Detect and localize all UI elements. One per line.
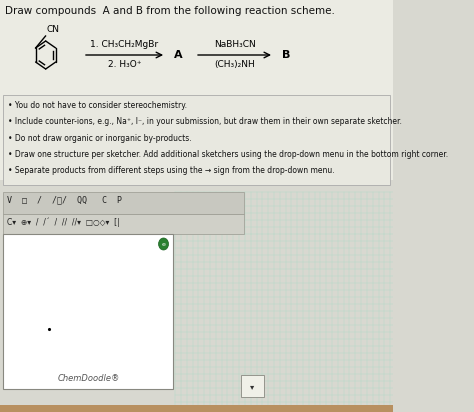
Text: A: A	[174, 50, 183, 60]
Text: 1. CH₃CH₂MgBr: 1. CH₃CH₂MgBr	[91, 40, 159, 49]
Bar	[3, 214, 244, 234]
Text: CN: CN	[46, 25, 59, 34]
Bar	[3, 192, 244, 214]
Bar	[0, 190, 393, 412]
Text: • Include counter-ions, e.g., Na⁺, I⁻, in your submission, but draw them in thei: • Include counter-ions, e.g., Na⁺, I⁻, i…	[9, 117, 402, 126]
Text: ChemDoodle®: ChemDoodle®	[57, 374, 119, 383]
Text: ▾: ▾	[250, 382, 255, 391]
Circle shape	[158, 238, 169, 250]
Bar	[241, 375, 264, 397]
Text: C▾  ⊕▾  /  /´  /  //  //▾  □○◇▾  [|: C▾ ⊕▾ / /´ / // //▾ □○◇▾ [|	[7, 217, 119, 227]
Text: V  □  /  /˹/  QQ   C  P: V □ / /˹/ QQ C P	[7, 195, 122, 204]
Text: Draw compounds  A and B from the following reaction scheme.: Draw compounds A and B from the followin…	[5, 6, 335, 16]
Text: (CH₃)₂NH: (CH₃)₂NH	[214, 60, 255, 69]
Text: 2. H₃O⁺: 2. H₃O⁺	[108, 60, 141, 69]
Text: • Do not draw organic or inorganic by-products.: • Do not draw organic or inorganic by-pr…	[9, 134, 192, 143]
Text: e: e	[162, 242, 165, 247]
Text: • Separate products from different steps using the → sign from the drop-down men: • Separate products from different steps…	[9, 166, 335, 176]
Bar	[3, 234, 173, 389]
Text: • Draw one structure per sketcher. Add additional sketchers using the drop-down : • Draw one structure per sketcher. Add a…	[9, 150, 448, 159]
Text: B: B	[282, 50, 291, 60]
Text: NaBH₃CN: NaBH₃CN	[214, 40, 255, 49]
Bar	[0, 0, 393, 180]
Bar	[3, 95, 390, 185]
Bar	[0, 405, 393, 412]
Text: • You do not have to consider stereochemistry.: • You do not have to consider stereochem…	[9, 101, 187, 110]
